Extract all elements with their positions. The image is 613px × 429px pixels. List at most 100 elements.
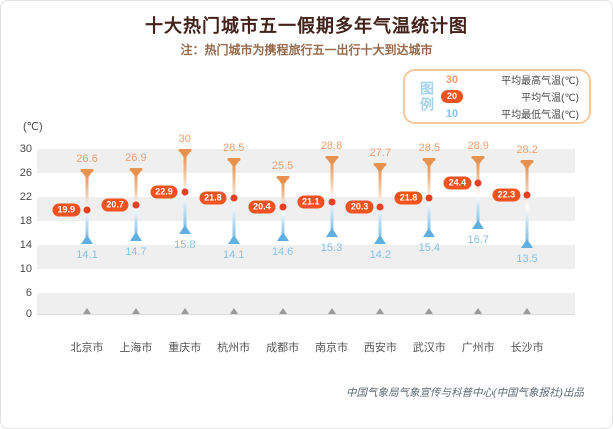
- thermometer-stem: [232, 161, 236, 245]
- avg-temp-dot: [83, 206, 91, 214]
- max-temp-label: 28.5: [222, 142, 245, 154]
- baseline-marker: [376, 308, 385, 314]
- attribution-text: 中国气象局气象宣传与科普中心(中国气象报社)出品: [346, 387, 584, 399]
- max-temp-label: 28.9: [467, 139, 489, 152]
- thermometer-cap-bar: [422, 158, 436, 161]
- avg-temp-dot: [376, 203, 384, 211]
- thermometer-stem: [281, 179, 285, 242]
- baseline-marker: [180, 308, 189, 314]
- y-tick-label: 14: [19, 239, 32, 251]
- grid-band: [37, 149, 575, 173]
- baseline-marker: [474, 308, 483, 314]
- legend-avg-label: 平均气温(℃): [521, 93, 579, 104]
- baseline-marker: [278, 308, 287, 314]
- baseline-marker: [425, 308, 434, 314]
- min-temp-label: 15.4: [418, 241, 441, 254]
- y-tick-label: 0: [25, 308, 32, 320]
- avg-temp-dot: [328, 198, 335, 206]
- avg-temp-badge: 21.1: [296, 195, 325, 209]
- thermometer-min-flare: [81, 235, 93, 245]
- thermometer-min-flare: [178, 225, 191, 235]
- avg-temp-badge: 24.4: [443, 176, 472, 190]
- legend-min-value: 10: [445, 107, 459, 120]
- max-temp-label: 28.8: [320, 140, 343, 153]
- legend-item-max: 30 平均最高气温(℃): [435, 72, 579, 88]
- max-temp-label: 27.7: [369, 146, 392, 159]
- legend-avg-value: 20: [440, 90, 463, 103]
- legend-rows: 30 平均最高气温(℃) 20 平均气温(℃) 10 平均最低气温(℃): [435, 72, 589, 121]
- thermometer-cap-bar: [276, 176, 290, 179]
- baseline-marker: [229, 308, 238, 314]
- x-axis-city-label: 南京市: [315, 342, 348, 354]
- min-temp-label: 15.8: [174, 239, 196, 252]
- avg-temp-dot: [425, 194, 433, 202]
- x-axis-city-label: 广州市: [461, 342, 495, 354]
- thermometer-cap-bar: [471, 155, 485, 159]
- baseline-marker: [327, 308, 336, 314]
- x-axis-city-label: 长沙市: [510, 342, 544, 354]
- thermometer-cap-bar: [520, 159, 534, 163]
- min-temp-label: 14.6: [271, 246, 294, 259]
- avg-temp-dot: [279, 203, 287, 211]
- avg-temp-dot: [230, 194, 238, 202]
- thermometer-min-flare: [423, 227, 436, 237]
- thermometer-cap-bar: [373, 162, 387, 166]
- thermometer-min-flare: [472, 219, 485, 229]
- page-title: 十大热门城市五一假期多年气温统计图: [145, 16, 468, 36]
- thermometer-cap-bar: [80, 169, 94, 173]
- min-temp-label: 14.2: [369, 248, 392, 261]
- min-temp-label: 14.1: [76, 249, 98, 262]
- legend-item-min: 10 平均最低气温(℃): [435, 106, 579, 122]
- y-tick-label: 10: [19, 263, 32, 275]
- avg-temp-dot: [132, 201, 140, 209]
- min-temp-label: 16.7: [467, 233, 489, 246]
- thermometer-min-flare: [325, 228, 338, 238]
- x-axis-city-label: 西安市: [363, 342, 397, 354]
- avg-temp-badge: 19.9: [52, 203, 80, 217]
- baseline-marker: [523, 308, 532, 314]
- legend-max-label: 平均最高气温(℃): [501, 76, 579, 87]
- y-tick-label: 6: [25, 287, 32, 299]
- y-tick-label: 18: [19, 215, 32, 227]
- legend-avg-badge: 20: [435, 90, 469, 103]
- thermometer-cap-bar: [178, 149, 192, 152]
- x-axis-city-label: 武汉市: [412, 342, 446, 354]
- legend-min-label: 平均最低气温(℃): [501, 110, 579, 121]
- thermometer-cap-bar: [227, 158, 241, 161]
- page-subtitle: 注：热门城市为携程旅行五一出行十大到达城市: [180, 43, 433, 57]
- thermometer-cap-bar: [325, 156, 338, 160]
- legend-box: 图例 30 平均最高气温(℃) 20 平均气温(℃) 10 平均最低气温(℃): [403, 69, 591, 124]
- y-tick-label: 22: [19, 191, 32, 203]
- avg-temp-badge: 21.8: [199, 191, 227, 205]
- legend-item-avg: 20 平均气温(℃): [435, 89, 579, 104]
- y-axis-unit-label: (℃): [23, 121, 43, 133]
- thermometer-stem: [476, 158, 480, 229]
- min-temp-label: 13.5: [516, 253, 538, 265]
- legend-max-value: 30: [445, 73, 459, 86]
- max-temp-label: 28.2: [516, 143, 538, 156]
- legend-title: 图例: [419, 80, 435, 113]
- avg-temp-badge: 20.3: [345, 200, 374, 214]
- baseline-marker: [131, 308, 140, 314]
- min-temp-label: 14.1: [222, 249, 245, 262]
- thermometer-stem: [330, 159, 333, 238]
- avg-temp-badge: 20.4: [248, 200, 276, 214]
- min-temp-label: 14.7: [125, 245, 147, 258]
- thermometer-stem: [525, 162, 529, 248]
- thermometer-cap-bar: [129, 167, 143, 171]
- avg-temp-dot: [523, 191, 531, 199]
- max-temp-label: 25.5: [271, 160, 294, 172]
- max-temp-label: 26.9: [125, 151, 147, 164]
- thermometer-min-flare: [276, 232, 289, 242]
- grid-band: [37, 245, 575, 269]
- max-temp-label: 30: [178, 133, 191, 145]
- x-axis-baseline: [37, 314, 575, 315]
- y-tick-label: 30: [19, 143, 32, 155]
- thermometer-min-flare: [129, 231, 142, 241]
- avg-temp-badge: 20.7: [101, 198, 129, 212]
- avg-temp-badge: 21.8: [394, 191, 423, 205]
- x-axis-city-label: 北京市: [70, 342, 104, 354]
- avg-temp-badge: 22.3: [492, 188, 521, 202]
